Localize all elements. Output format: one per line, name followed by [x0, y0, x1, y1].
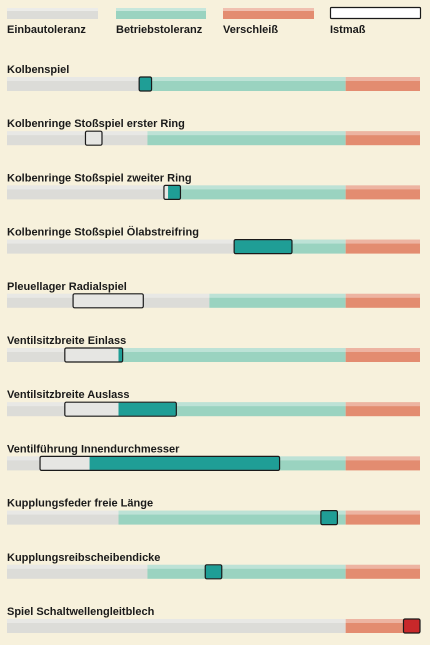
bar-segment-operating — [168, 185, 346, 200]
bar-highlight — [7, 402, 420, 407]
row-label: Pleuellager Radialspiel — [7, 281, 127, 293]
bar-highlight — [7, 131, 420, 136]
actual-marker — [64, 347, 124, 363]
legend-swatch-actual — [329, 6, 422, 20]
row-label: Kolbenspiel — [7, 64, 69, 76]
actual-fill-install — [64, 402, 119, 416]
actual-fill-wear — [403, 619, 420, 633]
actual-fill-operating — [168, 185, 181, 199]
chart-row: Kupplungsreibscheibendicke — [7, 552, 420, 580]
chart-row: Kolbenringe Stoßspiel Ölabstreifring — [7, 226, 420, 255]
actual-marker — [402, 618, 421, 634]
bar-segment-wear — [345, 510, 420, 525]
bar-segment-operating — [139, 77, 346, 91]
chart-row: Pleuellager Radialspiel — [7, 281, 420, 309]
actual-fill-operating — [89, 456, 280, 470]
actual-fill-operating — [205, 565, 222, 579]
row-label: Kolbenringe Stoßspiel erster Ring — [7, 118, 185, 130]
chart-row: Spiel Schaltwellengleitblech — [7, 606, 421, 634]
actual-marker — [64, 401, 177, 417]
bar-segment-wear — [345, 456, 420, 471]
legend-swatch-highlight — [116, 8, 206, 11]
chart-row: Ventilsitzbreite Einlass — [7, 335, 420, 363]
bar-segment-wear — [345, 185, 420, 200]
bar-segment-wear — [345, 239, 420, 254]
actual-marker — [138, 76, 153, 92]
legend-label-actual: Istmaß — [330, 24, 366, 36]
actual-fill-operating — [118, 348, 123, 362]
legend-swatch-highlight — [7, 8, 98, 11]
actual-fill-install — [73, 294, 144, 308]
row-label: Kupplungsreibscheibendicke — [7, 552, 160, 564]
bar-segment-install — [7, 564, 148, 579]
bar-segment-install — [7, 185, 169, 200]
actual-marker — [204, 564, 223, 580]
actual-fill-install — [64, 348, 119, 362]
legend-label-install: Einbautoleranz — [7, 24, 86, 36]
row-label: Kolbenringe Stoßspiel zweiter Ring — [7, 172, 192, 184]
actual-marker — [320, 510, 339, 526]
bar-highlight — [7, 619, 420, 623]
row-label: Kupplungsfeder freie Länge — [7, 498, 153, 510]
legend-label-operating: Betriebstoleranz — [116, 24, 203, 36]
bar-segment-install — [7, 131, 148, 146]
legend-swatch-wear — [223, 8, 314, 19]
bar-segment-wear — [345, 131, 420, 146]
chart-rows: Kolbenspiel Kolbenringe Stoßspiel erster … — [7, 64, 421, 634]
legend-swatch-operating — [116, 8, 206, 19]
actual-fill-operating — [118, 402, 177, 416]
actual-marker — [163, 184, 182, 200]
bar-segment-wear — [345, 348, 420, 362]
legend-swatch-highlight — [223, 8, 314, 11]
bar-segment-wear — [345, 293, 420, 308]
actual-fill-install — [40, 456, 90, 470]
actual-fill-operating — [234, 240, 292, 254]
bar-segment-wear — [345, 564, 420, 579]
bar-segment-wear — [345, 77, 420, 91]
bar-segment-operating — [147, 564, 346, 579]
bar-segment-wear — [345, 402, 420, 417]
bar-highlight — [7, 293, 420, 298]
chart-row: Kupplungsfeder freie Länge — [7, 498, 420, 526]
row-label: Ventilführung Innendurchmesser — [7, 443, 180, 455]
bar-highlight — [7, 77, 420, 81]
bar-segment-operating — [118, 510, 346, 525]
legend: Einbautoleranz Betriebstoleranz Verschleiß… — [7, 6, 422, 36]
bar-segment-install — [7, 619, 346, 633]
row-label: Spiel Schaltwellengleitblech — [7, 606, 155, 618]
actual-fill-operating — [320, 511, 338, 525]
actual-fill-install — [85, 131, 102, 145]
row-label: Kolbenringe Stoßspiel Ölabstreifring — [7, 226, 199, 239]
actual-fill-operating — [139, 77, 152, 91]
actual-marker — [72, 293, 144, 309]
row-label: Ventilsitzbreite Einlass — [7, 335, 126, 347]
chart-row: Kolbenringe Stoßspiel zweiter Ring — [7, 172, 420, 200]
row-label: Ventilsitzbreite Auslass — [7, 389, 129, 401]
chart-row: Kolbenringe Stoßspiel erster Ring — [7, 118, 420, 146]
chart-row: Ventilsitzbreite Auslass — [7, 389, 420, 417]
legend-label-wear: Verschleiß — [223, 24, 278, 36]
bar-segment-wear — [345, 619, 420, 633]
bar-segment-operating — [118, 348, 346, 362]
bar-segment-install — [7, 510, 119, 525]
bar-segment-install — [7, 239, 235, 254]
bar-segment-operating — [147, 131, 346, 146]
bar-highlight — [7, 510, 420, 515]
bar-segment-operating — [209, 293, 346, 308]
bar-highlight — [7, 185, 420, 190]
chart-row: Kolbenspiel — [7, 64, 420, 92]
bar-segment-install — [7, 77, 140, 91]
actual-fill-install — [163, 185, 169, 199]
actual-marker — [39, 455, 281, 471]
actual-marker — [84, 130, 103, 146]
actual-marker — [233, 239, 293, 255]
bar-highlight — [7, 239, 420, 244]
bar-highlight — [7, 348, 420, 352]
legend-swatch-install — [7, 8, 98, 19]
chart-row: Ventilführung Innendurchmesser — [7, 443, 420, 471]
